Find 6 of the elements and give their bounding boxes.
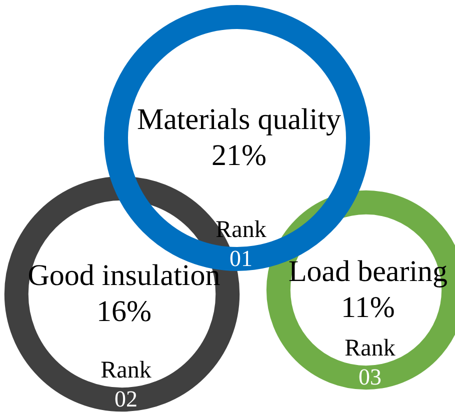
data-label: 21%	[212, 139, 266, 172]
category-label: Materials quality	[136, 103, 342, 136]
text: Rank 02	[100, 358, 152, 412]
text: Rank 03	[344, 336, 396, 390]
data-label: 16%	[96, 295, 152, 328]
data-label: 11%	[341, 291, 395, 324]
